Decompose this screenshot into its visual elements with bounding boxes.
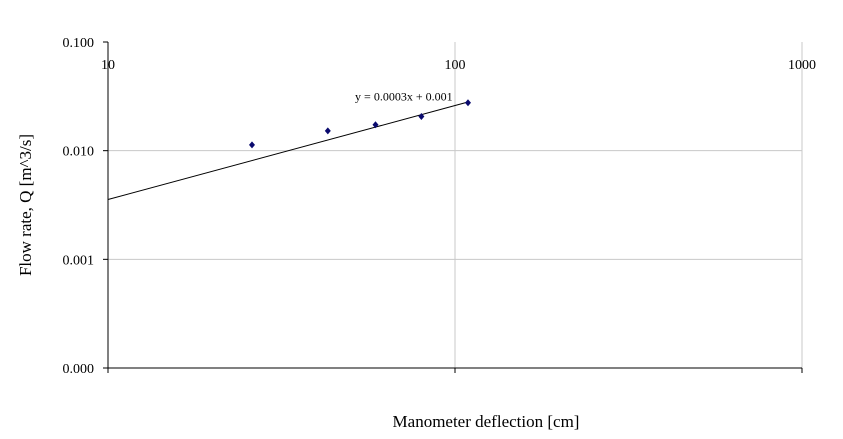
- data-point: [418, 113, 425, 121]
- data-point: [248, 141, 255, 149]
- gridlines: [103, 41, 803, 373]
- data-point: [372, 121, 379, 129]
- y-axis-title: Flow rate, Q [m^3/s]: [16, 134, 35, 276]
- trendline-line: [107, 101, 467, 201]
- trendline: y = 0.0003x + 0.001: [107, 89, 467, 201]
- x-axis-title: Manometer deflection [cm]: [393, 412, 580, 431]
- y-tick-label: 0.001: [63, 253, 95, 268]
- x-tick-labels: 10 100 1000: [101, 58, 816, 73]
- x-tick-label: 10: [101, 58, 115, 73]
- plot-area: 10 100 1000 0.100 0.010 0.001 0.000 y = 0.000…: [63, 36, 817, 377]
- x-tick-label: 100: [445, 58, 466, 73]
- data-point: [464, 99, 471, 107]
- x-tick-label: 1000: [788, 58, 816, 73]
- y-tick-label: 0.010: [63, 145, 95, 160]
- data-points: [248, 99, 471, 149]
- trendline-equation: y = 0.0003x + 0.001: [355, 89, 453, 103]
- y-tick-label: 0.100: [63, 36, 95, 51]
- data-point: [324, 127, 331, 135]
- y-tick-label: 0.000: [63, 362, 95, 377]
- y-tick-labels: 0.100 0.010 0.001 0.000: [63, 36, 95, 377]
